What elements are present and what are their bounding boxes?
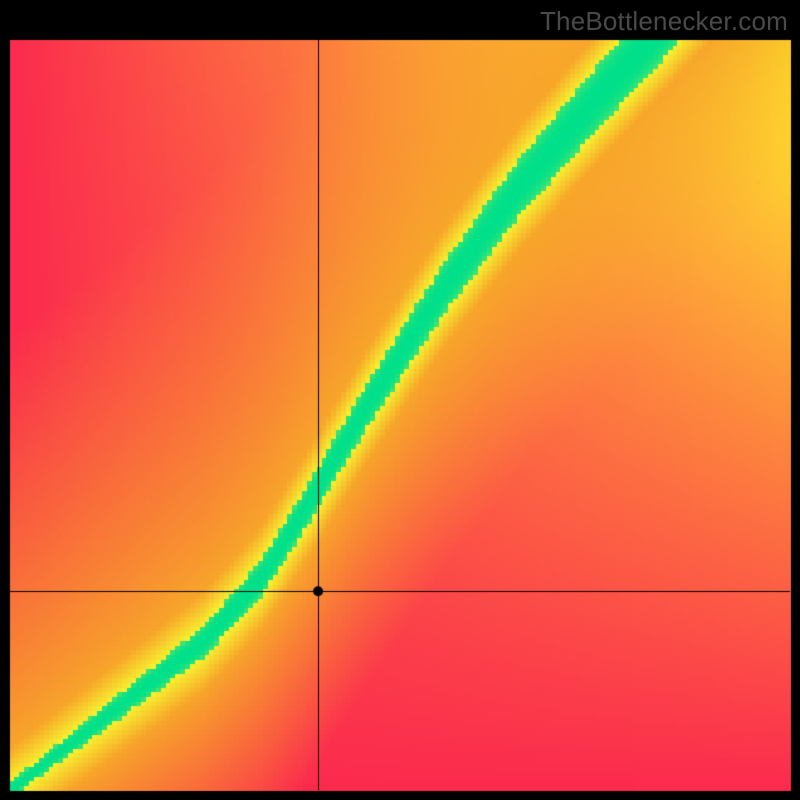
chart-container: TheBottlenecker.com	[0, 0, 800, 800]
bottleneck-heatmap	[0, 0, 800, 800]
